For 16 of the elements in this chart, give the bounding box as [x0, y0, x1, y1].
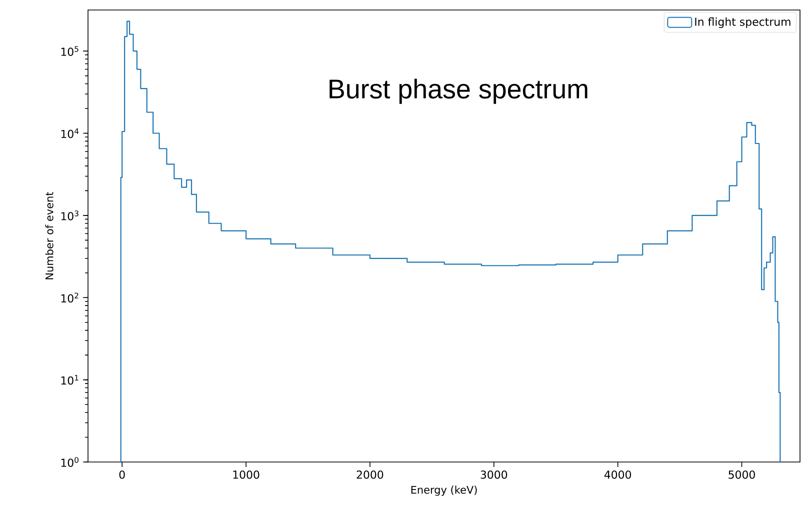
y-tick-label: 10$^{2}$	[61, 292, 78, 303]
x-tick-label: 5000	[728, 470, 755, 479]
y-tick-label: 10$^{5}$	[61, 46, 78, 56]
x-tick-label: 1000	[233, 470, 260, 479]
text: Burst phase spectrum	[330, 78, 588, 104]
x-tick-label: 4000	[604, 470, 632, 479]
x-tick-label: 2000	[356, 470, 384, 479]
y-tick-label: 10$^{0}$	[61, 457, 78, 467]
x-axis-title: Energy (keV)	[411, 486, 477, 496]
y-tick-label: 10$^{3}$	[61, 210, 78, 220]
y-tick-label: 10$^{4}$	[61, 128, 79, 138]
y-tick-label: 10$^{1}$	[61, 374, 78, 385]
x-tick-label: 3000	[480, 470, 508, 479]
legend-label: In flight spectrum	[695, 17, 790, 28]
x-tick-label: 0	[119, 470, 125, 479]
y-axis-title: Number of event	[45, 192, 54, 280]
